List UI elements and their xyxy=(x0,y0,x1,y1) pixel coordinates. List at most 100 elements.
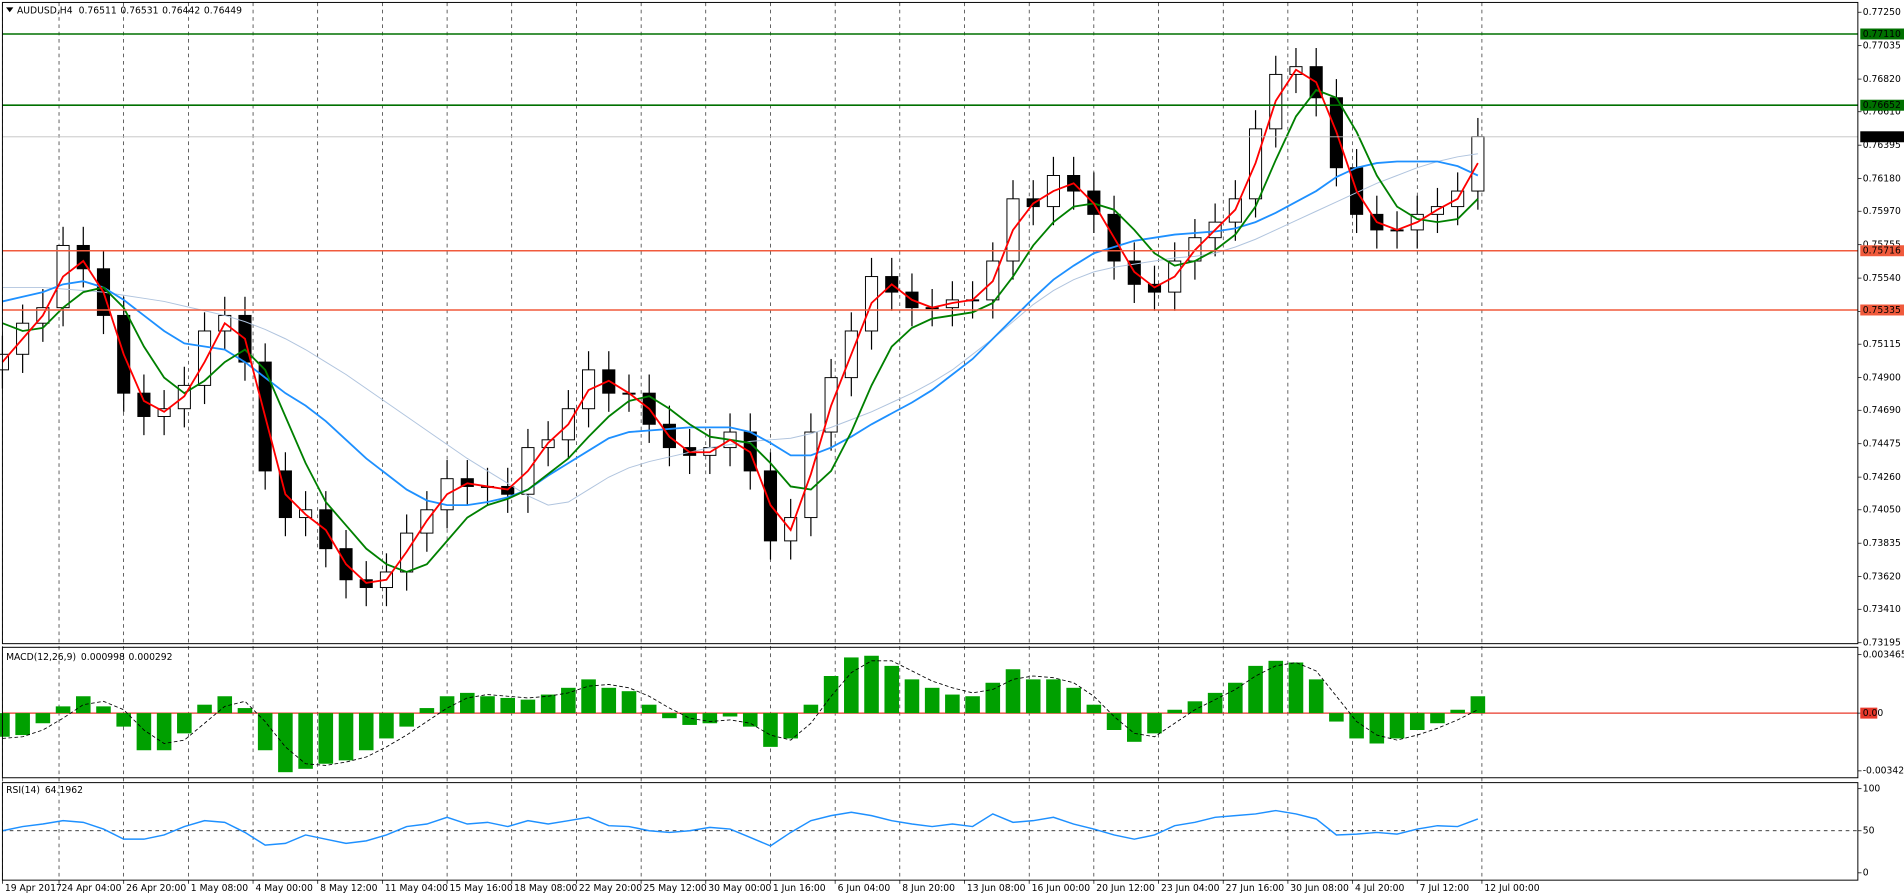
moving-average xyxy=(2,160,1479,507)
y-tick-label: 0.74690 xyxy=(1863,405,1901,416)
histogram-bar xyxy=(96,706,111,714)
histogram-bar xyxy=(1369,713,1385,744)
macd-pane-frame xyxy=(1,646,1859,779)
level-label-box xyxy=(1860,99,1904,111)
histogram-bar xyxy=(945,694,960,714)
histogram-bar xyxy=(298,713,313,769)
histogram-bar xyxy=(419,708,435,714)
level-label-box xyxy=(1860,28,1904,40)
header-high: 0.76531 xyxy=(120,5,158,16)
histogram-bar xyxy=(55,706,71,714)
macd-header: MACD(12,26,9) 0.000998 0.000292 xyxy=(6,652,172,663)
marks-layer xyxy=(0,33,1858,847)
histogram-bar xyxy=(480,696,495,714)
histogram-bar xyxy=(217,696,233,714)
histogram-bar xyxy=(116,713,131,727)
x-tick-label: 24 Apr 04:00 xyxy=(61,883,121,894)
histogram-bar xyxy=(1329,713,1344,722)
y-tick-label: 0.75755 xyxy=(1863,240,1901,251)
y-tick-label: 0 xyxy=(1863,868,1869,879)
x-tick-label: 1 May 08:00 xyxy=(191,883,248,894)
header-open: 0.76511 xyxy=(79,5,117,16)
histogram-bar xyxy=(156,713,172,751)
histogram-bar xyxy=(439,696,455,714)
macd-signal-value: 0.000292 xyxy=(129,652,173,663)
histogram-bar xyxy=(136,713,152,751)
histogram-bar xyxy=(823,676,839,714)
histogram-bar xyxy=(1187,701,1203,714)
histogram-bar xyxy=(763,713,778,747)
x-tick-label: 30 Jun 08:00 xyxy=(1290,883,1349,894)
signal-line xyxy=(2,660,1479,766)
histogram-bar xyxy=(682,713,697,725)
histogram-bar xyxy=(864,655,879,714)
histogram-bar xyxy=(177,713,192,734)
x-tick-label: 22 May 20:00 xyxy=(579,883,642,894)
histogram-bar xyxy=(722,713,738,717)
histogram-bar xyxy=(803,704,819,714)
macd-title: MACD(12,26,9) xyxy=(6,652,76,663)
histogram-bar xyxy=(35,713,51,724)
histogram-bar xyxy=(257,713,273,751)
histogram-bar xyxy=(1126,713,1142,742)
level-label: 0.76652 xyxy=(1863,100,1901,111)
header-low: 0.76442 xyxy=(162,5,200,16)
histogram-bar xyxy=(0,713,10,737)
x-tick-label: 27 Jun 16:00 xyxy=(1226,883,1285,894)
level-label: 0.77110 xyxy=(1863,29,1901,40)
rsi-value: 64.1962 xyxy=(45,784,83,795)
histogram-bar xyxy=(1025,679,1041,714)
histogram-bar xyxy=(197,704,212,714)
histogram-bar xyxy=(520,699,536,714)
x-tick-label: 25 May 12:00 xyxy=(644,883,707,894)
x-tick-label: 4 Jul 20:00 xyxy=(1355,883,1405,894)
main-header: AUDUSD,H4 0.76511 0.76531 0.76442 0.76449 xyxy=(17,5,242,16)
y-tick-label: 0.76395 xyxy=(1863,140,1901,151)
y-tick-label: 0.77250 xyxy=(1863,7,1901,18)
histogram-bar xyxy=(601,687,617,714)
histogram-bar xyxy=(1207,692,1223,714)
histogram-bar xyxy=(1430,713,1445,724)
histogram-bar xyxy=(561,687,576,714)
histogram-bar xyxy=(1106,713,1122,730)
histogram-bar xyxy=(1308,679,1324,714)
candle-body xyxy=(197,330,212,386)
histogram-bar xyxy=(1450,709,1465,714)
histogram-bar xyxy=(1066,687,1081,714)
header-close: 0.76449 xyxy=(204,5,242,16)
labels-layer: 19 Apr 2017 24 Apr 04:00 26 Apr 20:00 1 May… xyxy=(2,7,1904,894)
histogram-bar xyxy=(1349,713,1364,739)
y-tick-label: 0.76820 xyxy=(1863,74,1901,85)
histogram-bar xyxy=(1409,713,1425,730)
histogram-bar xyxy=(702,713,718,724)
y-tick-label: 100 xyxy=(1863,784,1881,795)
grid-layer xyxy=(2,2,1858,881)
histogram-bar xyxy=(338,713,354,761)
y-tick-label: 50 xyxy=(1863,826,1875,837)
x-tick-label: 26 Apr 20:00 xyxy=(126,883,186,894)
y-tick-label: 0.003465 xyxy=(1863,650,1904,661)
x-tick-label: 12 Jul 00:00 xyxy=(1484,883,1539,894)
x-tick-label: 16 Jun 00:00 xyxy=(1032,883,1091,894)
collapse-icon[interactable] xyxy=(6,7,14,13)
histogram-bar xyxy=(742,713,758,727)
level-label: 0.75335 xyxy=(1863,305,1901,316)
macd-main-value: 0.000998 xyxy=(81,652,125,663)
y-tick-label: -0.003422 xyxy=(1863,766,1904,777)
y-tick-label: 0.75970 xyxy=(1863,206,1901,217)
y-tick-label: 0.73410 xyxy=(1863,604,1901,615)
histogram-bar xyxy=(783,713,798,739)
y-tick-label: 0.74260 xyxy=(1863,472,1901,483)
histogram-bar xyxy=(237,708,253,714)
candle-body xyxy=(137,392,151,417)
histogram-bar xyxy=(399,713,414,727)
histogram-bar xyxy=(500,697,516,714)
x-tick-label: 23 Jun 04:00 xyxy=(1161,883,1220,894)
level-label-box xyxy=(1860,304,1904,316)
y-tick-label: 0.74900 xyxy=(1863,372,1901,383)
level-label-box xyxy=(1860,245,1904,257)
y-tick-label: 0.75540 xyxy=(1863,273,1901,284)
bid-label: 0.76449 xyxy=(1863,132,1901,143)
y-tick-label: 0.74475 xyxy=(1863,439,1901,450)
